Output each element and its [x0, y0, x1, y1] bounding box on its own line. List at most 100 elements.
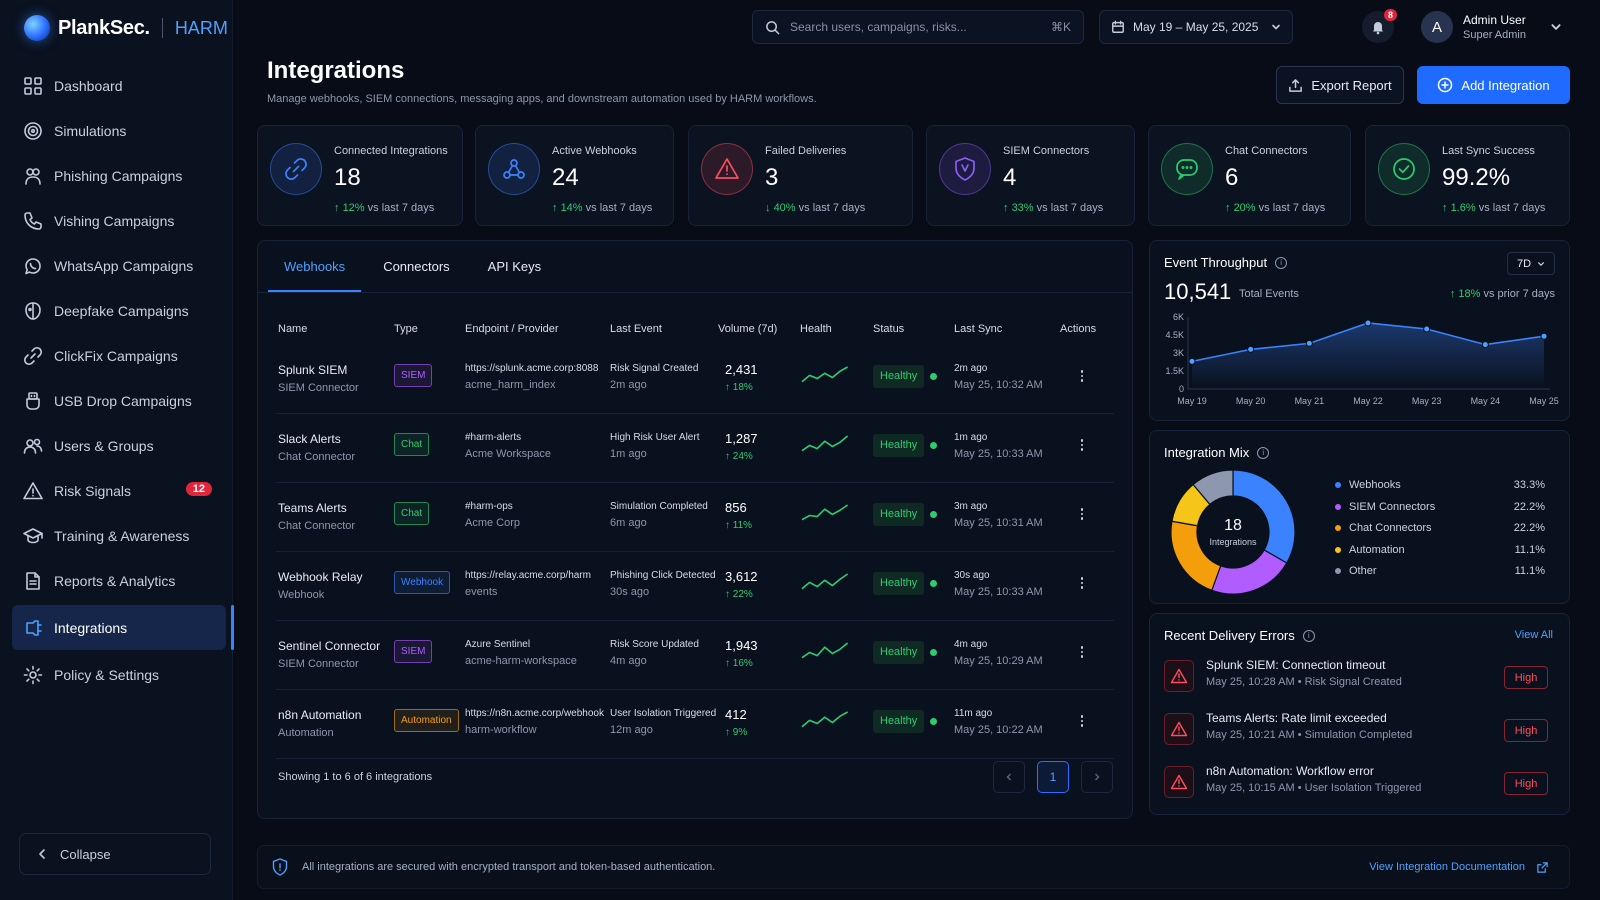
tab-connectors[interactable]: Connectors [383, 259, 450, 274]
pagination-prev-button[interactable] [993, 761, 1025, 793]
tabs-divider [258, 292, 1132, 293]
stat-card-siem-connectors[interactable]: SIEM Connectors 4 ↑ 33% vs last 7 days [926, 125, 1135, 226]
sidebar-item-deepfake-campaigns[interactable]: Deepfake Campaigns [12, 288, 226, 333]
table-row[interactable]: n8n Automation Automation Automation https:… [276, 691, 1114, 759]
legend-item[interactable]: Chat Connectors 22.2% [1335, 522, 1545, 534]
row-actions-kebab-icon[interactable] [1075, 504, 1089, 524]
tab-webhooks[interactable]: Webhooks [268, 241, 362, 292]
stat-delta-value: 12% [342, 202, 365, 214]
row-actions-kebab-icon[interactable] [1075, 642, 1089, 662]
error-meta: May 25, 10:21 AM • Simulation Completed [1206, 729, 1413, 741]
legend-item[interactable]: Automation 11.1% [1335, 544, 1545, 556]
active-indicator [231, 605, 234, 650]
sidebar-item-phishing-campaigns[interactable]: Phishing Campaigns [12, 153, 226, 198]
date-range-picker[interactable]: May 19 – May 25, 2025 [1099, 10, 1293, 44]
table-row[interactable]: Slack Alerts Chat Connector Chat #harm-aler… [276, 415, 1114, 483]
endpoint: https://splunk.acme.corp:8088 [465, 363, 599, 374]
info-icon[interactable]: i [1302, 629, 1315, 642]
throughput-point[interactable] [1305, 339, 1313, 347]
pagination-next-button[interactable] [1081, 761, 1113, 793]
sidebar-item-whatsapp-campaigns[interactable]: WhatsApp Campaigns [12, 243, 226, 288]
table-row[interactable]: Teams Alerts Chat Connector Chat #harm-ops A… [276, 484, 1114, 552]
integration-name: n8n Automation [278, 708, 362, 722]
throughput-point[interactable] [1247, 345, 1255, 353]
row-actions-kebab-icon[interactable] [1075, 711, 1089, 731]
sidebar-item-policy-settings[interactable]: Policy & Settings [12, 652, 226, 697]
table-row[interactable]: Sentinel Connector SIEM Connector SIEM Azur… [276, 622, 1114, 690]
sidebar-item-risk-signals[interactable]: Risk Signals 12 [12, 468, 226, 513]
volume-delta: ↑ 18% [725, 382, 753, 393]
sidebar-item-training-awareness[interactable]: Training & Awareness [12, 513, 226, 558]
collapse-button[interactable]: Collapse [19, 833, 211, 875]
stat-card-chat-connectors[interactable]: Chat Connectors 6 ↑ 20% vs last 7 days [1148, 125, 1351, 226]
stat-delta: ↑ 20% vs last 7 days [1225, 202, 1325, 214]
volume: 856 [725, 500, 747, 515]
stat-card-failed-deliveries[interactable]: Failed Deliveries 3 ↓ 40% vs last 7 days [688, 125, 913, 226]
stat-card-connected-integrations[interactable]: Connected Integrations 18 ↑ 12% vs last 7 … [257, 125, 463, 226]
sidebar-item-usb-drop-campaigns[interactable]: USB Drop Campaigns [12, 378, 226, 423]
pagination-page-button[interactable]: 1 [1037, 761, 1069, 793]
integration-name-cell: Webhook Relay Webhook [278, 570, 363, 601]
throughput-delta-suffix: vs prior 7 days [1483, 288, 1555, 300]
integration-kind: Chat Connector [278, 451, 356, 463]
hook-icon [22, 165, 44, 187]
sidebar-item-simulations[interactable]: Simulations [12, 108, 226, 153]
throughput-point[interactable] [1481, 341, 1489, 349]
stat-card-last-sync-success[interactable]: Last Sync Success 99.2% ↑ 1.6% vs last 7 d… [1365, 125, 1570, 226]
stat-delta-value: 40% [773, 202, 796, 214]
throughput-point[interactable] [1423, 325, 1431, 333]
column-header-endpoint-provider: Endpoint / Provider [465, 323, 559, 335]
view-all-link[interactable]: View All [1514, 629, 1553, 641]
throughput-range-select[interactable]: 7D [1507, 252, 1555, 275]
throughput-point[interactable] [1364, 319, 1372, 327]
donut-slice-other[interactable] [1192, 469, 1234, 506]
sidebar-item-users-groups[interactable]: Users & Groups [12, 423, 226, 468]
error-item[interactable]: Teams Alerts: Rate limit exceeded May 25,… [1164, 711, 1548, 763]
search-input[interactable] [790, 20, 1041, 34]
info-icon[interactable]: i [1275, 256, 1288, 269]
row-actions-kebab-icon[interactable] [1075, 573, 1089, 593]
error-item[interactable]: Splunk SIEM: Connection timeout May 25, 1… [1164, 658, 1548, 710]
severity-badge: High [1504, 666, 1548, 689]
export-report-button[interactable]: Export Report [1276, 66, 1404, 104]
sidebar-item-integrations[interactable]: Integrations [12, 605, 234, 650]
integration-docs-link[interactable]: View Integration Documentation [1369, 861, 1525, 873]
table-row[interactable]: Webhook Relay Webhook Webhook https://relay… [276, 553, 1114, 621]
search-bar[interactable]: ⌘K [752, 10, 1084, 44]
status-badge: Healthy [873, 710, 925, 733]
row-actions-kebab-icon[interactable] [1075, 435, 1089, 455]
integration-name: Slack Alerts [278, 432, 341, 446]
usb-icon [22, 390, 44, 412]
throughput-point[interactable] [1188, 357, 1196, 365]
legend-item[interactable]: Other 11.1% [1335, 565, 1545, 577]
table-row[interactable]: Splunk SIEM SIEM Connector SIEM https://spl… [276, 346, 1114, 414]
stat-delta-suffix: vs last 7 days [1478, 202, 1546, 214]
sidebar-item-vishing-campaigns[interactable]: Vishing Campaigns [12, 198, 226, 243]
arrow-up-icon: ↑ [1003, 202, 1012, 214]
sidebar-item-label: USB Drop Campaigns [54, 392, 192, 409]
warning-icon [22, 480, 44, 502]
sidebar-item-clickfix-campaigns[interactable]: ClickFix Campaigns [12, 333, 226, 378]
tab-api-keys[interactable]: API Keys [487, 259, 542, 274]
external-link-icon[interactable] [1536, 861, 1549, 874]
legend-swatch [1335, 568, 1341, 574]
row-actions-kebab-icon[interactable] [1075, 366, 1089, 386]
sidebar-item-label: Reports & Analytics [54, 572, 176, 589]
legend-item[interactable]: Webhooks 33.3% [1335, 479, 1545, 491]
y-tick-label: 0 [1179, 384, 1184, 394]
stat-label: Last Sync Success [1442, 145, 1535, 157]
notifications-button[interactable]: 8 [1362, 9, 1397, 43]
last-sync-cell: 30s ago May 25, 10:33 AM [954, 570, 1043, 598]
user-menu[interactable]: A Admin User Super Admin [1421, 11, 1562, 43]
legend-item[interactable]: SIEM Connectors 22.2% [1335, 501, 1545, 513]
error-item[interactable]: n8n Automation: Workflow error May 25, 10… [1164, 764, 1548, 816]
sidebar-item-reports-analytics[interactable]: Reports & Analytics [12, 558, 226, 603]
throughput-point[interactable] [1540, 332, 1548, 340]
add-integration-button[interactable]: Add Integration [1417, 66, 1570, 104]
info-icon[interactable]: i [1257, 446, 1270, 459]
volume: 1,287 [725, 431, 758, 446]
integrations-icon [22, 617, 44, 639]
stat-card-active-webhooks[interactable]: Active Webhooks 24 ↑ 14% vs last 7 days [475, 125, 674, 226]
sidebar-item-dashboard[interactable]: Dashboard [12, 63, 226, 108]
brand[interactable]: PlankSec. HARM [24, 15, 228, 41]
